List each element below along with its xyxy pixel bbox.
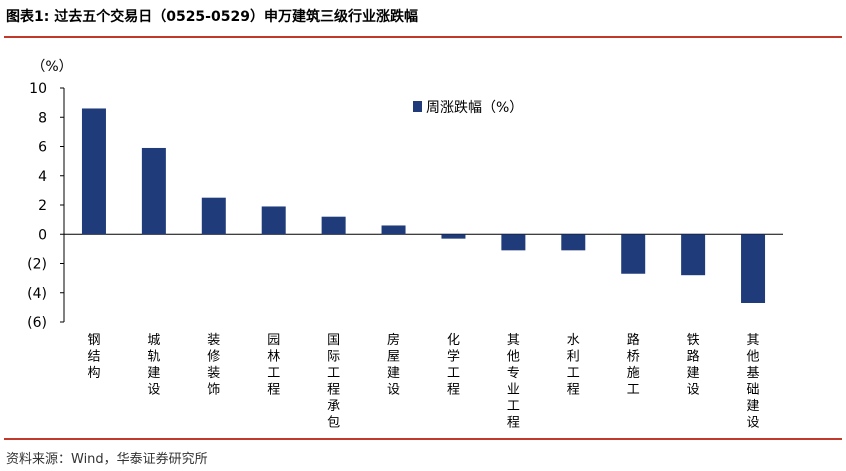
x-tick-label-char: 房 [387,332,400,348]
legend-label: 周涨跌幅（%） [426,100,523,116]
x-tick-label: 铁路建设 [687,333,700,398]
x-tick-label-char: 他 [507,350,520,365]
x-tick-label-char: 程 [507,416,520,431]
x-tick-label: 路桥施工 [627,332,640,398]
x-tick-label: 国际工程承包 [327,333,340,431]
x-tick-label-char: 利 [567,350,580,365]
x-tick-label-char: 构 [87,366,100,381]
x-tick-label-char: 施 [627,366,640,381]
bar-4 [261,206,286,235]
x-tick-label-char: 水 [567,333,580,348]
bar-8 [501,234,526,251]
y-tick-label: (4) [27,286,47,302]
x-tick-label-char: 他 [747,350,760,365]
x-tick-label-char: 业 [507,383,520,398]
x-tick-label-char: 修 [207,350,220,365]
y-tick-label: (6) [27,315,47,331]
x-tick-label-char: 工 [267,366,280,381]
data-source: 资料来源：Wind，华泰证券研究所 [6,452,208,467]
y-tick-label: 2 [38,198,47,214]
x-tick-label-char: 建 [387,366,400,381]
x-tick-label: 钢结构 [87,333,100,381]
legend: 周涨跌幅（%） [413,100,523,116]
x-tick-label-char: 工 [507,399,520,414]
x-tick-label-char: 程 [447,383,460,398]
bar-series [81,108,766,303]
x-tick-label: 化学工程 [447,333,460,398]
y-tick-label: 4 [38,169,47,185]
x-tick-label-char: 国 [327,333,340,348]
x-tick-label-char: 建 [147,366,160,381]
bar-2 [141,147,166,235]
x-tick-label-char: 学 [447,349,460,365]
x-tick-label-char: 铁 [687,333,700,348]
x-tick-label-char: 园 [267,333,280,348]
x-axis-labels: 钢结构城轨建设装修装饰园林工程国际工程承包房屋建设化学工程其他专业工程水利工程路… [87,332,759,431]
x-tick-label-char: 设 [747,416,760,431]
x-tick-label-char: 设 [687,383,700,398]
x-tick-label: 房屋建设 [387,332,400,398]
x-tick-label-char: 工 [447,366,460,381]
x-tick-label-char: 路 [627,332,640,348]
x-tick-label-char: 工 [627,383,640,398]
x-tick-label: 其他基础建设 [747,333,760,431]
bar-11 [681,234,706,276]
x-tick-label-char: 桥 [627,350,640,365]
bar-1 [81,108,106,235]
x-tick-label-char: 础 [747,383,760,398]
bar-5 [321,216,346,235]
x-tick-label-char: 基 [747,366,760,381]
bar-10 [621,234,646,274]
x-tick-label-char: 承 [327,399,340,414]
bottom-divider [4,438,842,440]
y-tick-label: 6 [38,140,47,156]
bar-12 [741,234,766,303]
x-tick-label-char: 路 [687,349,700,365]
legend-swatch [413,101,422,112]
x-tick-label: 其他专业工程 [507,333,520,431]
y-tick-label: 0 [38,227,47,243]
x-tick-label-char: 屋 [387,350,400,365]
bar-9 [561,234,586,251]
x-tick-label-char: 程 [267,383,280,398]
x-tick-label: 装修装饰 [207,333,220,398]
bar-7 [441,234,466,239]
x-tick-label-char: 结 [87,350,100,365]
x-tick-label-char: 饰 [207,383,220,398]
x-tick-label-char: 化 [447,333,460,348]
x-tick-label-char: 其 [507,333,520,348]
y-tick-label: (2) [27,257,47,273]
x-tick-label-char: 工 [567,366,580,381]
x-tick-label-char: 际 [327,350,340,365]
x-tick-label-char: 钢 [87,333,100,348]
x-tick-label-char: 包 [327,416,340,431]
x-tick-label-char: 城 [147,333,160,348]
y-axis-ticks: 10 8 6 4 2 0 (2) (4) (6) [27,81,64,331]
y-axis-label: （%） [31,59,72,75]
x-tick-label-char: 程 [327,383,340,398]
x-tick-label-char: 建 [687,366,700,381]
x-tick-label-char: 其 [747,333,760,348]
x-tick-label: 园林工程 [267,333,280,398]
x-tick-label-char: 专 [507,366,520,381]
x-tick-label: 水利工程 [567,333,580,398]
bar-6 [381,225,406,235]
x-tick-label-char: 林 [267,350,280,365]
x-tick-label-char: 装 [207,366,220,381]
top-divider [4,36,842,38]
x-tick-label-char: 设 [387,383,400,398]
x-tick-label-char: 轨 [147,350,160,365]
y-tick-label: 8 [38,110,47,126]
figure-title: 图表1: 过去五个交易日（0525-0529）申万建筑三级行业涨跌幅 [6,9,418,25]
x-tick-label-char: 程 [567,383,580,398]
x-tick-label-char: 装 [207,333,220,348]
y-tick-label: 10 [29,81,47,97]
x-tick-label-char: 设 [147,383,160,398]
x-tick-label-char: 工 [327,366,340,381]
bar-3 [201,197,226,235]
x-tick-label: 城轨建设 [147,333,160,398]
x-tick-label-char: 建 [747,399,760,414]
